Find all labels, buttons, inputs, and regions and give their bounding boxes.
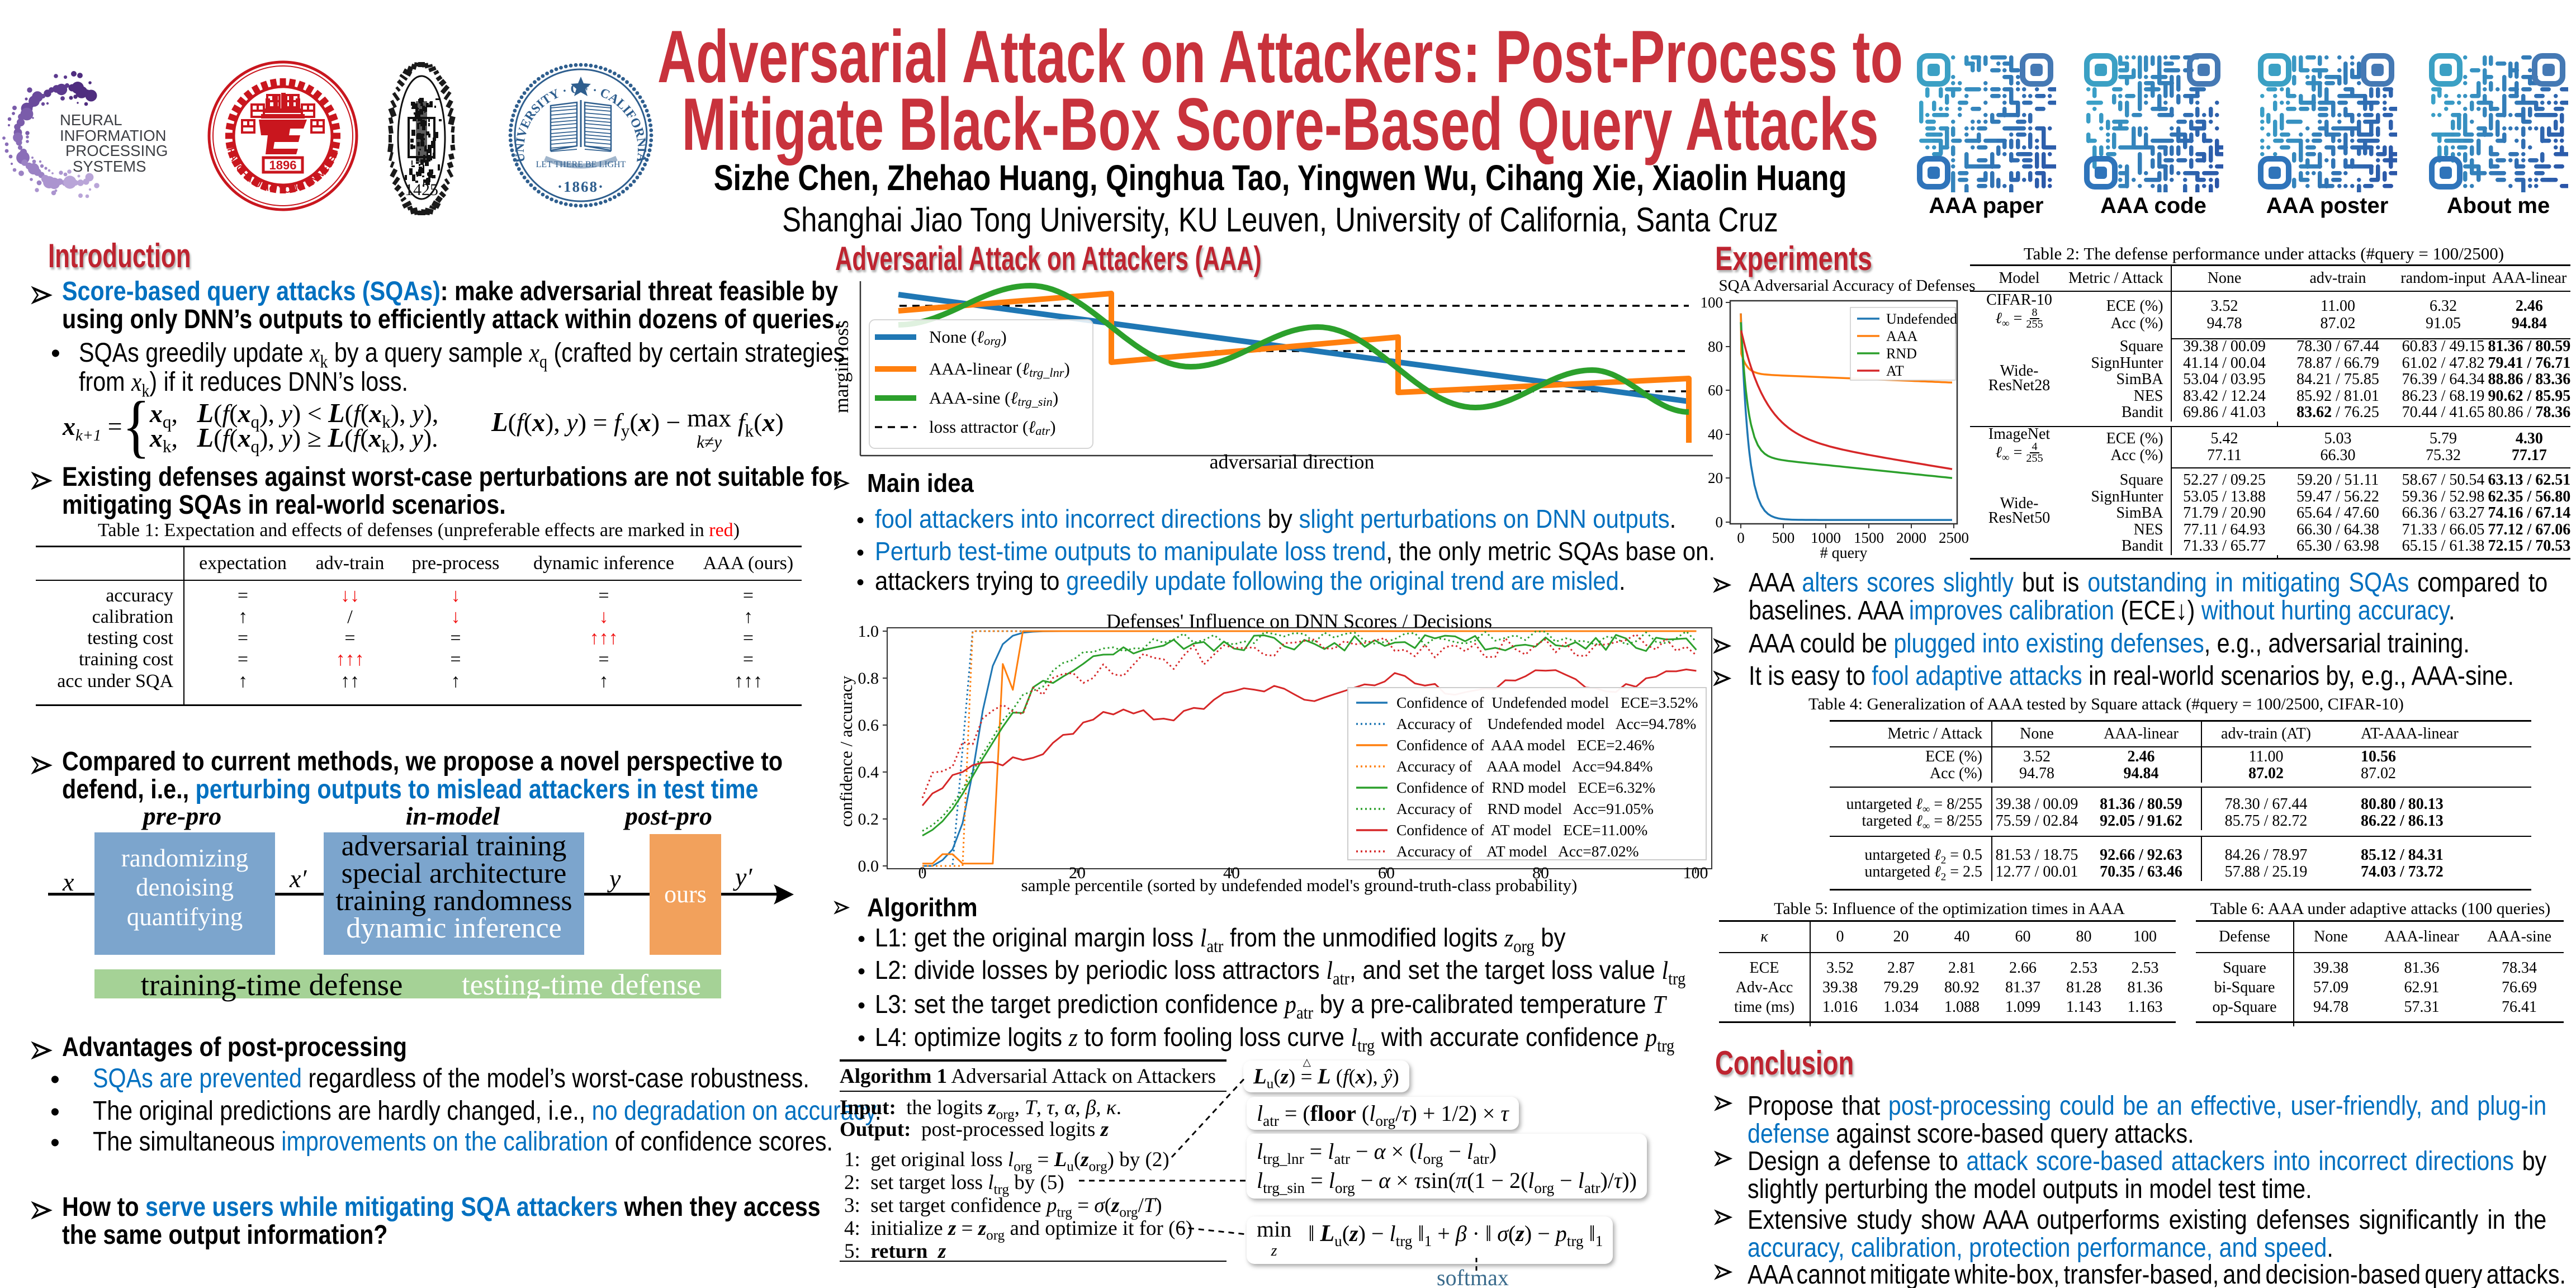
svg-text:0: 0 [1737, 529, 1745, 546]
svg-text:1.0: 1.0 [858, 622, 879, 641]
svg-text:Accuracy of Undefended mode: Accuracy of Undefended model Acc=94.78% [1396, 715, 1696, 732]
svg-text:1896: 1896 [269, 158, 297, 172]
svg-text:100: 100 [1701, 294, 1723, 311]
svg-text:0.4: 0.4 [858, 763, 879, 782]
svg-text:2500: 2500 [1939, 529, 1969, 546]
svg-text:# query: # query [1820, 544, 1868, 562]
svg-text:1500: 1500 [1854, 529, 1884, 546]
svg-text:Undefended: Undefended [1886, 311, 1957, 327]
svg-text:Confidence of RND model ECE: Confidence of RND model ECE=6.32% [1396, 779, 1655, 796]
svg-text:100: 100 [1683, 864, 1708, 882]
svg-text:80: 80 [1708, 338, 1723, 355]
svg-text:1000: 1000 [1811, 529, 1841, 546]
svg-text:Defenses' Influence on DNN Sco: Defenses' Influence on DNN Scores / Deci… [1106, 610, 1492, 632]
svg-text:sample percentile (sorted by u: sample percentile (sorted by undefended … [1021, 875, 1578, 895]
svg-text:AT: AT [1886, 363, 1904, 379]
svg-text:confidence / accuracy: confidence / accuracy [836, 675, 856, 827]
svg-text:adversarial direction: adversarial direction [1210, 451, 1375, 473]
svg-text:1425: 1425 [405, 181, 438, 199]
svg-text:Accuracy of AT model Acc=: Accuracy of AT model Acc=87.02% [1396, 842, 1639, 860]
svg-text:LET THERE BE LIGHT: LET THERE BE LIGHT [536, 160, 626, 169]
svg-text:2000: 2000 [1896, 529, 1926, 546]
svg-text:margin loss: margin loss [835, 320, 853, 413]
svg-text:0.6: 0.6 [858, 716, 879, 735]
svg-text:0.2: 0.2 [858, 810, 879, 828]
svg-text:80: 80 [1532, 864, 1549, 882]
svg-text:RND: RND [1886, 345, 1917, 362]
svg-text:Confidence of Undefended mode: Confidence of Undefended model ECE=3.52% [1396, 694, 1698, 711]
svg-text:40: 40 [1708, 426, 1723, 443]
svg-text:0: 0 [1716, 514, 1723, 531]
svg-text:SQA Adversarial Accuracy of De: SQA Adversarial Accuracy of Defenses [1718, 277, 1975, 295]
svg-text:0.8: 0.8 [858, 669, 879, 688]
svg-text:0.0: 0.0 [858, 857, 879, 875]
svg-text:AAA: AAA [1886, 328, 1918, 344]
svg-text:Confidence of AAA model ECE: Confidence of AAA model ECE=2.46% [1396, 736, 1655, 754]
svg-text:500: 500 [1772, 529, 1795, 546]
svg-text:Accuracy of AAA model Acc: Accuracy of AAA model Acc=94.84% [1396, 757, 1652, 775]
svg-text:20: 20 [1708, 470, 1723, 486]
svg-text:60: 60 [1708, 382, 1723, 399]
svg-text:Confidence of AT model ECE=: Confidence of AT model ECE=11.00% [1396, 821, 1647, 839]
svg-text:40: 40 [1223, 864, 1240, 882]
svg-text:Accuracy of RND model Acc: Accuracy of RND model Acc=91.05% [1396, 800, 1654, 817]
svg-text:0: 0 [918, 864, 927, 882]
svg-text:20: 20 [1069, 864, 1086, 882]
svg-text:·1868·: ·1868· [557, 178, 604, 195]
svg-text:loss attractor (ℓatr): loss attractor (ℓatr) [929, 417, 1056, 438]
svg-text:60: 60 [1378, 864, 1395, 882]
